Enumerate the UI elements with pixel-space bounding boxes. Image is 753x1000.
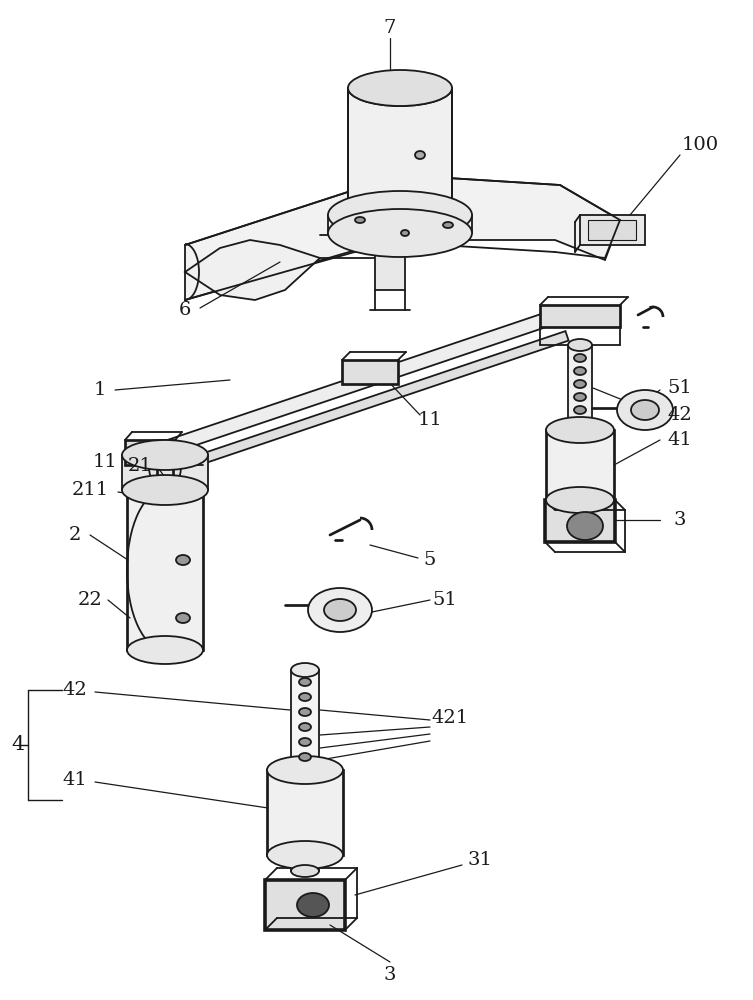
Ellipse shape [299,678,311,686]
Bar [267,770,343,855]
Text: 7: 7 [384,19,396,37]
Ellipse shape [127,636,203,664]
Bar [568,345,592,430]
Text: 3: 3 [674,511,686,529]
Ellipse shape [267,841,343,869]
Ellipse shape [291,865,319,877]
Text: 21: 21 [127,457,152,475]
Ellipse shape [568,339,592,351]
Ellipse shape [267,756,343,784]
Ellipse shape [328,191,472,239]
Ellipse shape [574,367,586,375]
Bar [291,670,319,770]
Ellipse shape [324,599,356,621]
Ellipse shape [568,424,592,436]
Ellipse shape [122,440,208,470]
Text: 41: 41 [668,431,692,449]
Ellipse shape [299,738,311,746]
Ellipse shape [299,708,311,716]
Ellipse shape [631,400,659,420]
Ellipse shape [574,393,586,401]
Polygon shape [136,331,569,486]
Ellipse shape [176,555,190,565]
Text: 5: 5 [424,551,436,569]
Bar [540,305,620,327]
Polygon shape [185,240,320,300]
Text: 1: 1 [94,381,106,399]
Bar [375,235,405,290]
Text: 42: 42 [668,406,692,424]
Bar [122,455,208,490]
Bar [342,360,398,384]
Text: 51: 51 [433,591,457,609]
Text: 4: 4 [11,736,25,754]
Ellipse shape [546,417,614,443]
Bar [545,500,615,542]
Bar [125,440,175,465]
Ellipse shape [122,475,208,505]
Ellipse shape [297,893,329,917]
Text: 11: 11 [418,411,442,429]
Bar [127,490,203,650]
Bar [328,215,472,233]
Polygon shape [128,308,562,467]
Bar [546,430,614,500]
Text: 421: 421 [431,709,468,727]
Ellipse shape [401,230,409,236]
Text: 42: 42 [62,681,87,699]
Bar [580,215,645,245]
Ellipse shape [127,476,203,504]
Text: 51: 51 [668,379,692,397]
Text: 100: 100 [681,136,718,154]
Ellipse shape [291,663,319,677]
Bar [348,88,452,215]
Ellipse shape [574,406,586,414]
Bar [291,855,319,871]
Ellipse shape [299,693,311,701]
Ellipse shape [546,487,614,513]
Text: 3: 3 [384,966,396,984]
Bar [588,220,636,240]
Polygon shape [185,175,620,300]
Bar [265,880,345,930]
Ellipse shape [299,723,311,731]
Text: 6: 6 [178,301,191,319]
Ellipse shape [291,763,319,777]
Text: 22: 22 [78,591,102,609]
Ellipse shape [355,217,365,223]
Ellipse shape [617,390,673,430]
Text: 11: 11 [93,453,117,471]
Text: 2: 2 [69,526,81,544]
Ellipse shape [574,354,586,362]
Text: 41: 41 [62,771,87,789]
Text: 211: 211 [72,481,108,499]
Text: 31: 31 [468,851,492,869]
Ellipse shape [574,380,586,388]
Ellipse shape [176,613,190,623]
Ellipse shape [299,753,311,761]
Ellipse shape [443,222,453,228]
Ellipse shape [328,209,472,257]
Ellipse shape [308,588,372,632]
Ellipse shape [415,151,425,159]
Ellipse shape [348,70,452,106]
Ellipse shape [567,512,603,540]
